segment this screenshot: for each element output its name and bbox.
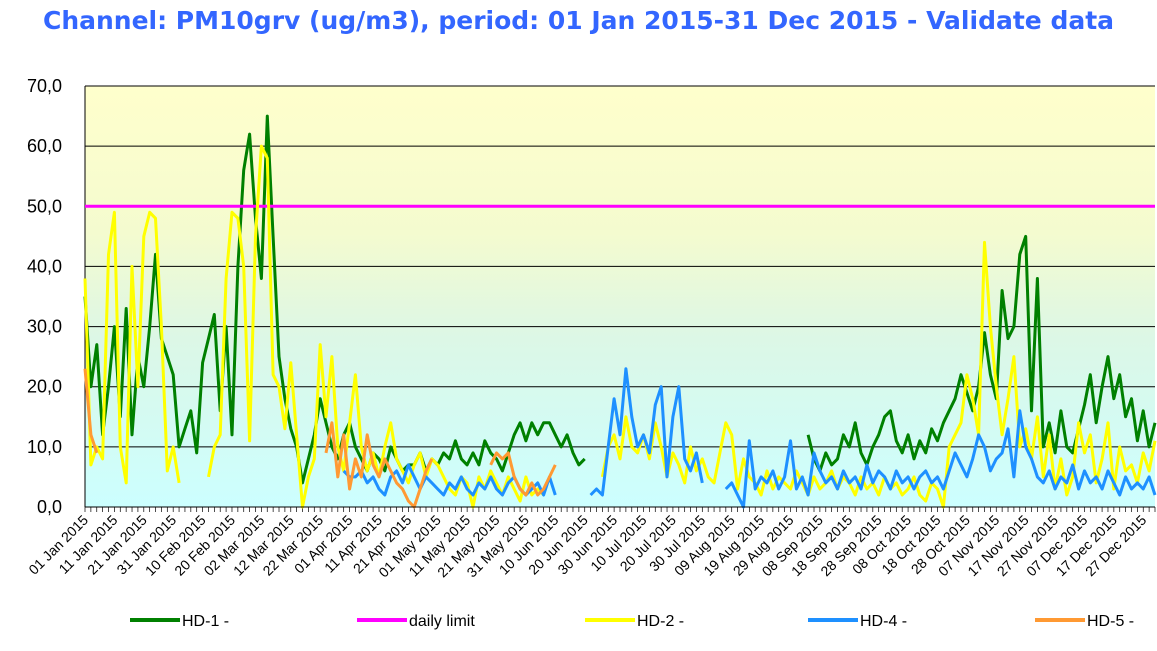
legend-label: HD-5 - bbox=[1087, 613, 1134, 630]
y-tick-label: 20,0 bbox=[27, 377, 62, 397]
y-tick-label: 70,0 bbox=[27, 76, 62, 96]
legend-label: daily limit bbox=[409, 613, 475, 630]
y-tick-label: 10,0 bbox=[27, 437, 62, 457]
y-tick-label: 30,0 bbox=[27, 317, 62, 337]
y-tick-label: 60,0 bbox=[27, 136, 62, 156]
chart-title: Channel: PM10grv (ug/m3), period: 01 Jan… bbox=[42, 6, 1115, 35]
legend-label: HD-1 - bbox=[182, 613, 229, 630]
y-tick-label: 50,0 bbox=[27, 196, 62, 216]
legend-label: HD-2 - bbox=[637, 613, 684, 630]
legend-label: HD-4 - bbox=[860, 613, 907, 630]
y-tick-label: 40,0 bbox=[27, 256, 62, 276]
y-tick-label: 0,0 bbox=[37, 497, 62, 517]
